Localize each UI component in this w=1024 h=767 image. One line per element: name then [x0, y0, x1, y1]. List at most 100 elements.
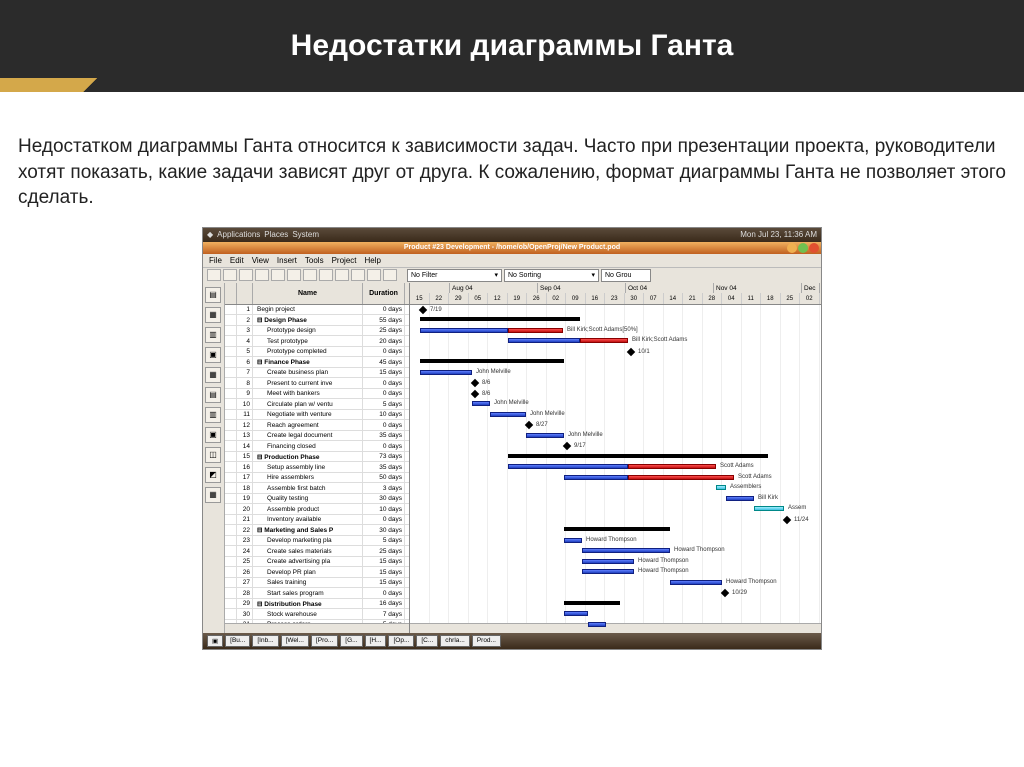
gantt-bar[interactable] [582, 569, 634, 574]
task-row[interactable]: 15⊟ Production Phase73 days [225, 452, 409, 463]
taskbar-item[interactable]: [Inb... [252, 635, 278, 647]
task-row[interactable]: 9Meet with bankers0 days [225, 389, 409, 400]
table-view-icon[interactable]: ▦ [205, 487, 221, 503]
gantt-bar[interactable] [420, 370, 472, 375]
task-row[interactable]: 23Develop marketing pla5 days [225, 536, 409, 547]
reports-view-icon[interactable]: ▣ [205, 427, 221, 443]
col-id[interactable] [237, 283, 253, 304]
task-row[interactable]: 20Assemble product10 days [225, 504, 409, 515]
task-row[interactable]: 4Test prototype20 days [225, 336, 409, 347]
gantt-bar[interactable] [716, 485, 726, 490]
taskbar-item[interactable]: chrla... [440, 635, 470, 647]
gantt-bar[interactable] [564, 475, 628, 480]
milestone-icon[interactable] [471, 390, 479, 398]
task-usage-icon[interactable]: ▤ [205, 387, 221, 403]
taskbar-item[interactable]: [Op... [388, 635, 414, 647]
taskbar-item[interactable]: [G... [340, 635, 362, 647]
menu-edit[interactable]: Edit [230, 256, 244, 265]
tool-print-icon[interactable] [255, 269, 269, 281]
taskbar-item[interactable]: [Bu... [225, 635, 250, 647]
tool-new-icon[interactable] [207, 269, 221, 281]
gantt-bar[interactable] [564, 611, 588, 616]
col-duration[interactable]: Duration [363, 283, 405, 304]
gantt-bar-red[interactable] [628, 464, 716, 469]
tool-open-icon[interactable] [223, 269, 237, 281]
task-row[interactable]: 28Start sales program0 days [225, 588, 409, 599]
filter-dropdown[interactable]: No Filter▾ [407, 269, 502, 282]
task-row[interactable]: 5Prototype completed0 days [225, 347, 409, 358]
gantt-bar[interactable] [490, 412, 526, 417]
gantt-bar-red[interactable] [508, 328, 563, 333]
group-dropdown[interactable]: No Grou [601, 269, 651, 282]
gantt-bar[interactable] [472, 401, 490, 406]
task-row[interactable]: 13Create legal document35 days [225, 431, 409, 442]
task-row[interactable]: 16Setup assembly line35 days [225, 462, 409, 473]
gantt-bar[interactable] [420, 359, 564, 363]
task-scrollbar[interactable] [225, 623, 409, 633]
task-row[interactable]: 12Reach agreement0 days [225, 420, 409, 431]
gantt-bar[interactable] [670, 580, 722, 585]
gantt-bar[interactable] [420, 328, 508, 333]
milestone-icon[interactable] [525, 421, 533, 429]
task-row[interactable]: 11Negotiate with venture10 days [225, 410, 409, 421]
tool-unlink-icon[interactable] [351, 269, 365, 281]
gantt-bar[interactable] [508, 464, 628, 469]
taskbar-item[interactable]: [Wel... [281, 635, 309, 647]
task-row[interactable]: 8Present to current inve0 days [225, 378, 409, 389]
task-row[interactable]: 2⊟ Design Phase55 days [225, 315, 409, 326]
tool-undo-icon[interactable] [319, 269, 333, 281]
task-row[interactable]: 14Financing closed0 days [225, 441, 409, 452]
task-row[interactable]: 29⊟ Distribution Phase16 days [225, 599, 409, 610]
gantt-view-icon[interactable]: ▤ [205, 287, 221, 303]
task-row[interactable]: 1Begin project0 days [225, 305, 409, 316]
col-name[interactable]: Name [253, 283, 363, 304]
menu-project[interactable]: Project [332, 256, 357, 265]
desktop-menu-places[interactable]: Places [264, 230, 288, 239]
close-icon[interactable] [809, 243, 819, 253]
taskbar-item[interactable]: [C... [416, 635, 438, 647]
desktop-menu-apps[interactable]: Applications [217, 230, 260, 239]
wbs-view-icon[interactable]: ▣ [205, 347, 221, 363]
network-view-icon[interactable]: ▦ [205, 307, 221, 323]
taskbar-item[interactable]: Prod... [472, 635, 501, 647]
tool-cut-icon[interactable] [271, 269, 285, 281]
minimize-icon[interactable] [787, 243, 797, 253]
task-row[interactable]: 18Assemble first batch3 days [225, 483, 409, 494]
gantt-bar[interactable] [754, 506, 784, 511]
sort-dropdown[interactable]: No Sorting▾ [504, 269, 599, 282]
chart-view-icon[interactable]: ◩ [205, 467, 221, 483]
task-row[interactable]: 24Create sales materials25 days [225, 546, 409, 557]
gantt-bar[interactable] [582, 559, 634, 564]
task-row[interactable]: 22⊟ Marketing and Sales P30 days [225, 525, 409, 536]
tool-link-icon[interactable] [335, 269, 349, 281]
gantt-bar[interactable] [564, 538, 582, 543]
task-row[interactable]: 7Create business plan15 days [225, 368, 409, 379]
milestone-icon[interactable] [721, 589, 729, 597]
task-row[interactable]: 6⊟ Finance Phase45 days [225, 357, 409, 368]
tool-save-icon[interactable] [239, 269, 253, 281]
gantt-bar[interactable] [726, 496, 754, 501]
menu-help[interactable]: Help [365, 256, 381, 265]
task-row[interactable]: 19Quality testing30 days [225, 494, 409, 505]
tool-zoom-in-icon[interactable] [367, 269, 381, 281]
task-row[interactable]: 17Hire assemblers50 days [225, 473, 409, 484]
tool-paste-icon[interactable] [303, 269, 317, 281]
resource-view-icon[interactable]: ▥ [205, 327, 221, 343]
desktop-menu-system[interactable]: System [292, 230, 319, 239]
taskbar-item[interactable]: [H... [365, 635, 387, 647]
milestone-icon[interactable] [627, 348, 635, 356]
menu-file[interactable]: File [209, 256, 222, 265]
taskbar-item[interactable]: [Pro... [311, 635, 338, 647]
resource-usage-icon[interactable]: ▥ [205, 407, 221, 423]
gantt-bar[interactable] [508, 454, 768, 458]
tool-zoom-out-icon[interactable] [383, 269, 397, 281]
gantt-bar[interactable] [564, 527, 670, 531]
tool-copy-icon[interactable] [287, 269, 301, 281]
gantt-bar[interactable] [588, 622, 606, 627]
maximize-icon[interactable] [798, 243, 808, 253]
gantt-bar[interactable] [564, 601, 620, 605]
task-row[interactable]: 27Sales training15 days [225, 578, 409, 589]
milestone-icon[interactable] [471, 379, 479, 387]
gantt-bar[interactable] [420, 317, 580, 321]
col-info[interactable] [225, 283, 237, 304]
